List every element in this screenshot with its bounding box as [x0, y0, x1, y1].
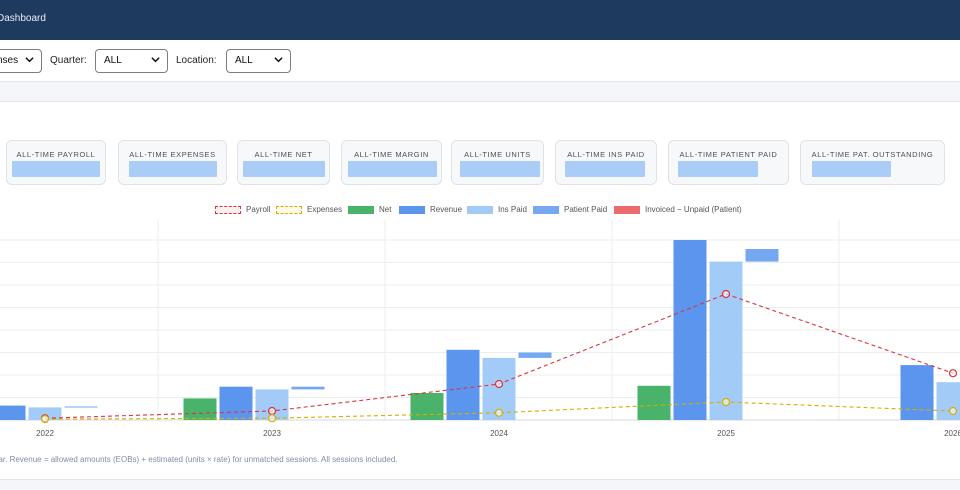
- bar-patient-paid: [518, 352, 552, 358]
- kpi-value-placeholder: [12, 161, 100, 177]
- dashboard-panel: ALL-TIME PAYROLL ALL-TIME EXPENSES ALL-T…: [0, 102, 960, 480]
- bar-revenue: [673, 240, 707, 420]
- kpi-card-net: ALL-TIME NET: [237, 140, 330, 185]
- x-tick-label: 2023: [263, 429, 281, 438]
- kpi-label: ALL-TIME PAYROLL: [16, 150, 96, 159]
- legend-label: Patient Paid: [564, 205, 608, 214]
- quarter-label: Quarter:: [50, 55, 87, 66]
- bar-net: [410, 393, 444, 420]
- kpi-card-ins-paid: ALL-TIME INS PAID: [555, 140, 657, 185]
- kpi-label: ALL-TIME UNITS: [464, 150, 531, 159]
- bar-revenue: [0, 405, 26, 420]
- kpi-value-placeholder: [243, 161, 325, 177]
- legend-swatch: [348, 205, 374, 214]
- top-navbar: Dashboard: [0, 0, 960, 40]
- kpi-card-payroll: ALL-TIME PAYROLL: [6, 140, 106, 185]
- legend-label: Ins Paid: [498, 205, 527, 214]
- category-select[interactable]: nses: [0, 49, 42, 73]
- legend-label: Invoiced − Unpaid (Patient): [645, 205, 742, 214]
- kpi-value-placeholder: [460, 161, 540, 177]
- point-expenses: [267, 414, 277, 423]
- point-expenses: [948, 406, 958, 416]
- financial-chart: 2022 2023 2024 2025 2026: [0, 220, 960, 438]
- kpi-label: ALL-TIME NET: [254, 150, 313, 159]
- bar-ins-paid: [936, 382, 960, 420]
- page-bottom: [0, 480, 960, 490]
- kpi-value-placeholder: [678, 161, 758, 177]
- bar-patient-paid: [291, 386, 325, 390]
- legend-item-net[interactable]: Net: [348, 205, 391, 214]
- location-select[interactable]: ALL: [226, 49, 291, 73]
- kpi-card-pat-outstanding: ALL-TIME PAT. OUTSTANDING: [800, 140, 945, 185]
- point-expenses: [721, 397, 731, 407]
- app-title: Dashboard: [0, 13, 46, 24]
- kpi-label: ALL-TIME MARGIN: [354, 150, 429, 159]
- chevron-down-icon: [151, 57, 160, 63]
- quarter-select[interactable]: ALL: [95, 49, 168, 73]
- legend-item-revenue[interactable]: Revenue: [399, 205, 462, 214]
- legend-label: Payroll: [246, 205, 271, 214]
- legend-item-patient-paid[interactable]: Patient Paid: [533, 205, 607, 214]
- line-expenses: [44, 401, 954, 420]
- kpi-label: ALL-TIME PAT. OUTSTANDING: [811, 150, 934, 159]
- legend-swatch: [467, 205, 493, 214]
- legend-item-expenses[interactable]: Expenses: [276, 205, 342, 214]
- kpi-label: ALL-TIME EXPENSES: [129, 150, 216, 159]
- point-payroll: [948, 369, 958, 378]
- point-payroll: [267, 406, 277, 416]
- bar-ins-paid: [28, 407, 62, 420]
- legend-item-ins-paid[interactable]: Ins Paid: [467, 205, 527, 214]
- kpi-value-placeholder: [129, 161, 217, 177]
- legend-swatch: [399, 205, 425, 214]
- location-label: Location:: [176, 55, 217, 66]
- legend-swatch: [276, 205, 302, 214]
- point-payroll: [721, 289, 731, 299]
- point-expenses: [40, 415, 50, 424]
- filter-bar: nses Quarter: ALL Location: ALL: [0, 40, 960, 82]
- kpi-value-placeholder: [565, 161, 645, 177]
- quarter-select-value: ALL: [104, 55, 122, 66]
- bar-net: [183, 398, 217, 420]
- kpi-card-units: ALL-TIME UNITS: [451, 140, 544, 185]
- chart-footnote: ear. Revenue = allowed amounts (EOBs) + …: [0, 455, 398, 464]
- bar-revenue: [446, 349, 480, 420]
- chevron-down-icon: [25, 57, 34, 63]
- legend-label: Expenses: [307, 205, 343, 214]
- kpi-card-expenses: ALL-TIME EXPENSES: [118, 140, 227, 185]
- legend-swatch: [614, 205, 640, 214]
- x-tick-label: 2025: [717, 429, 735, 438]
- x-tick-label: 2022: [36, 429, 54, 438]
- bar-ins-paid: [709, 261, 743, 420]
- x-tick-label: 2024: [490, 429, 508, 438]
- x-tick-label: 2026: [944, 429, 960, 438]
- kpi-value-placeholder: [348, 161, 437, 177]
- legend-swatch: [215, 205, 241, 214]
- point-expenses: [494, 408, 504, 417]
- kpi-label: ALL-TIME INS PAID: [567, 150, 645, 159]
- legend-item-payroll[interactable]: Payroll: [215, 205, 270, 214]
- kpi-card-patient-paid: ALL-TIME PATIENT PAID: [668, 140, 789, 185]
- kpi-value-placeholder: [812, 161, 891, 177]
- chart-legend: Payroll Expenses Net Revenue Ins Paid Pa…: [0, 205, 960, 219]
- section-divider: [0, 82, 960, 102]
- location-select-value: ALL: [235, 55, 253, 66]
- legend-label: Net: [379, 205, 392, 214]
- legend-item-unpaid[interactable]: Invoiced − Unpaid (Patient): [614, 205, 742, 214]
- category-select-value: nses: [0, 55, 19, 66]
- legend-swatch: [533, 205, 559, 214]
- bar-patient-paid: [745, 249, 779, 262]
- chevron-down-icon: [274, 57, 283, 63]
- kpi-label: ALL-TIME PATIENT PAID: [679, 150, 778, 159]
- bar-revenue: [219, 386, 253, 420]
- bar-patient-paid: [64, 406, 98, 408]
- bar-revenue: [900, 365, 934, 420]
- point-payroll: [494, 379, 504, 389]
- bar-net: [637, 385, 671, 420]
- legend-label: Revenue: [430, 205, 463, 214]
- kpi-card-margin: ALL-TIME MARGIN: [341, 140, 442, 185]
